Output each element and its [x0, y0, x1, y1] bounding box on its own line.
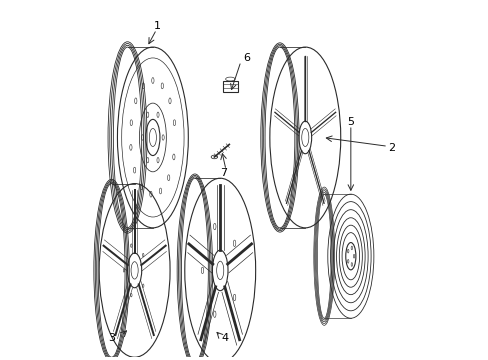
- Text: 3: 3: [108, 333, 115, 343]
- Text: 7: 7: [219, 168, 226, 178]
- Text: 1: 1: [154, 21, 161, 31]
- Text: 5: 5: [346, 117, 354, 126]
- Text: 6: 6: [242, 53, 249, 63]
- Text: 2: 2: [387, 143, 394, 153]
- Text: 4: 4: [221, 333, 228, 343]
- Bar: [222, 81, 238, 91]
